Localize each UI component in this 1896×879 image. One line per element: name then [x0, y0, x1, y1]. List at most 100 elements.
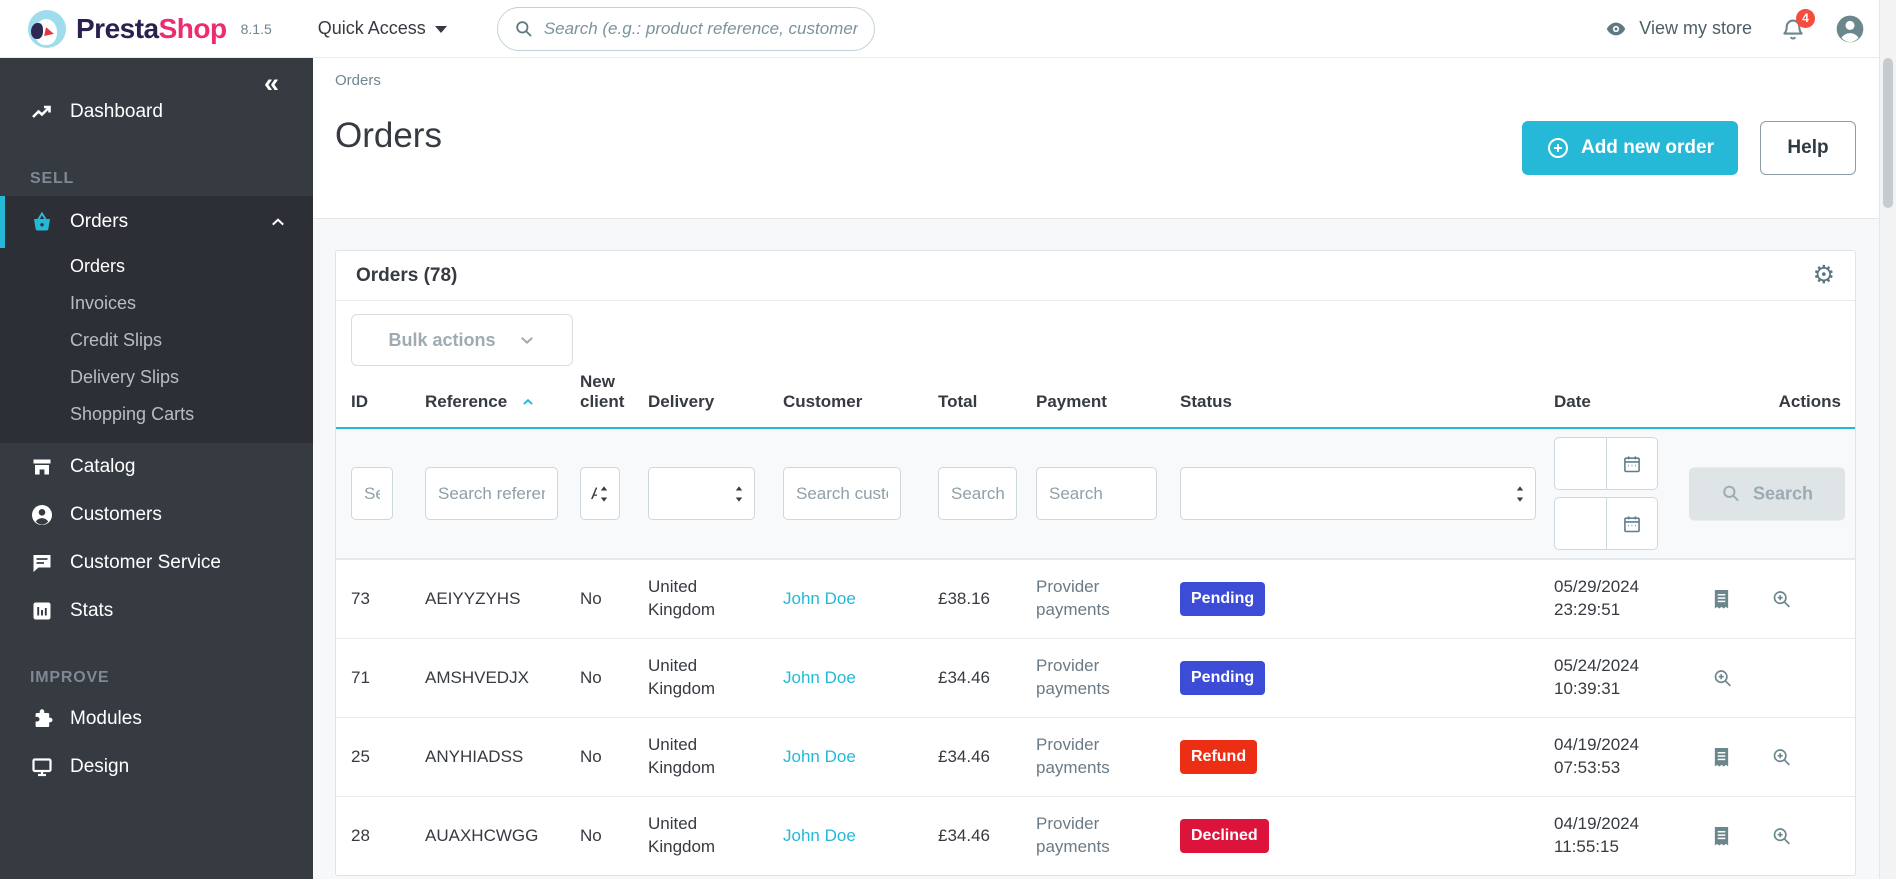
cell-reference: ANYHIADSS — [425, 746, 524, 766]
version-label: 8.1.5 — [240, 20, 272, 37]
calendar-icon[interactable] — [1606, 438, 1657, 489]
sidebar-collapse-button[interactable]: « — [263, 68, 279, 98]
filter-customer-input[interactable] — [783, 467, 901, 520]
cell-id: 71 — [351, 667, 370, 687]
filter-new-client-select[interactable]: All — [580, 467, 620, 520]
customer-link[interactable]: John Doe — [783, 825, 856, 845]
chevron-down-icon — [520, 337, 533, 344]
customer-link[interactable]: John Doe — [783, 667, 856, 687]
column-header-payment[interactable]: Payment — [1036, 392, 1107, 411]
sidebar-item-modules[interactable]: Modules — [0, 695, 313, 743]
table-row[interactable]: 71 AMSHVEDJX No United Kingdom John Doe … — [336, 638, 1855, 717]
sidebar-section-sell: SELL — [30, 170, 75, 187]
table-row[interactable]: 73 AEIYYZYHS No United Kingdom John Doe … — [336, 559, 1855, 638]
sidebar-item-customers[interactable]: Customers — [0, 491, 313, 539]
sidebar-item-orders[interactable]: Orders — [0, 196, 313, 248]
bulk-actions-button[interactable]: Bulk actions — [351, 314, 573, 366]
cell-total: £34.46 — [938, 667, 990, 687]
sidebar-item-stats[interactable]: Stats — [0, 587, 313, 635]
view-order-icon[interactable] — [1771, 746, 1792, 769]
column-header-date[interactable]: Date — [1554, 392, 1591, 411]
sidebar-item-label: Design — [70, 756, 130, 777]
submenu-item-delivery-slips[interactable]: Delivery Slips — [70, 367, 180, 387]
calendar-icon[interactable] — [1606, 498, 1657, 549]
column-header-id[interactable]: ID — [351, 392, 368, 411]
column-header-delivery[interactable]: Delivery — [648, 392, 715, 411]
sidebar-item-label: Modules — [70, 708, 142, 729]
submenu-item-shopping-carts[interactable]: Shopping Carts — [70, 404, 195, 424]
cell-status: Pending — [1165, 582, 1539, 616]
bar-chart-icon — [30, 599, 54, 623]
bulk-actions-label: Bulk actions — [388, 329, 496, 350]
filter-payment-input[interactable] — [1036, 467, 1157, 520]
sidebar-item-dashboard[interactable]: Dashboard — [0, 88, 313, 136]
add-new-order-button[interactable]: Add new order — [1521, 121, 1738, 175]
search-icon — [1723, 485, 1739, 502]
sidebar-item-design[interactable]: Design — [0, 743, 313, 791]
cell-date: 04/19/2024 11:55:15 — [1554, 814, 1640, 856]
vertical-scrollbar[interactable] — [1879, 0, 1896, 879]
table-row[interactable]: 25 ANYHIADSS No United Kingdom John Doe … — [336, 717, 1855, 796]
account-circle-icon — [30, 503, 54, 527]
filter-status-select[interactable] — [1180, 467, 1536, 520]
bulk-actions-row: Bulk actions — [336, 301, 1855, 372]
submenu-item-invoices[interactable]: Invoices — [70, 293, 137, 313]
filter-search-button[interactable]: Search — [1689, 467, 1845, 520]
cell-actions — [1676, 746, 1855, 769]
cell-id: 28 — [351, 825, 370, 845]
view-my-store-link[interactable]: View my store — [1603, 18, 1752, 40]
view-order-icon[interactable] — [1771, 825, 1792, 848]
filter-new-client-value: All — [591, 483, 597, 503]
filter-date-to — [1554, 497, 1658, 550]
cell-delivery: United Kingdom — [648, 656, 716, 698]
view-order-icon[interactable] — [1771, 588, 1792, 611]
invoice-icon[interactable] — [1712, 746, 1733, 769]
column-header-reference[interactable]: Reference — [410, 392, 565, 427]
person-icon — [1836, 15, 1864, 42]
cell-reference: AMSHVEDJX — [425, 667, 529, 687]
sidebar-item-catalog[interactable]: Catalog — [0, 443, 313, 491]
sidebar-item-label: Catalog — [70, 456, 136, 477]
profile-avatar[interactable] — [1834, 13, 1866, 45]
brand-wordmark: PrestaShop — [76, 12, 227, 44]
filter-delivery-select[interactable] — [648, 467, 755, 520]
filter-date-to-input[interactable] — [1555, 498, 1606, 549]
prestashop-logo[interactable]: PrestaShop — [28, 9, 227, 48]
panel-title: Orders (78) — [356, 264, 458, 286]
customer-link[interactable]: John Doe — [783, 588, 856, 608]
global-search-input[interactable] — [543, 18, 858, 39]
filter-total-input[interactable] — [938, 467, 1017, 520]
view-order-icon[interactable] — [1712, 667, 1733, 690]
submenu-item-credit-slips[interactable]: Credit Slips — [70, 330, 163, 350]
table-row[interactable]: 28 AUAXHCWGG No United Kingdom John Doe … — [336, 796, 1855, 875]
cell-status: Pending — [1165, 661, 1539, 695]
scrollbar-thumb[interactable] — [1883, 58, 1893, 208]
monitor-icon — [30, 755, 54, 779]
cell-new-client: No — [580, 746, 602, 766]
customer-link[interactable]: John Doe — [783, 746, 856, 766]
quick-access-menu[interactable]: Quick Access — [318, 18, 447, 39]
filter-date-from-input[interactable] — [1555, 438, 1606, 489]
invoice-icon[interactable] — [1712, 825, 1733, 848]
column-header-customer[interactable]: Customer — [783, 392, 863, 411]
column-header-status[interactable]: Status — [1180, 392, 1232, 411]
orders-panel: Orders (78) ⚙ Bulk actions ID Reference … — [335, 250, 1856, 876]
cell-payment: Provider payments — [1036, 656, 1110, 698]
column-header-reference-label: Reference — [425, 392, 508, 411]
notifications-button[interactable]: 4 — [1780, 8, 1815, 42]
sidebar-item-customer-service[interactable]: Customer Service — [0, 539, 313, 587]
cell-payment: Provider payments — [1036, 735, 1110, 777]
cell-status: Declined — [1165, 819, 1539, 853]
filter-reference-input[interactable] — [425, 467, 558, 520]
breadcrumb[interactable]: Orders — [335, 72, 381, 89]
submenu-item-orders[interactable]: Orders — [70, 256, 126, 276]
sidebar-item-label: Customers — [70, 504, 162, 525]
sidebar-item-label: Orders — [70, 211, 129, 232]
gear-icon[interactable]: ⚙ — [1812, 261, 1835, 289]
column-header-new-client[interactable]: New client — [580, 372, 625, 411]
chat-bubble-icon — [30, 551, 54, 575]
column-header-total[interactable]: Total — [938, 392, 978, 411]
invoice-icon[interactable] — [1712, 588, 1733, 611]
filter-id-input[interactable] — [351, 467, 393, 520]
help-button[interactable]: Help — [1760, 121, 1856, 175]
